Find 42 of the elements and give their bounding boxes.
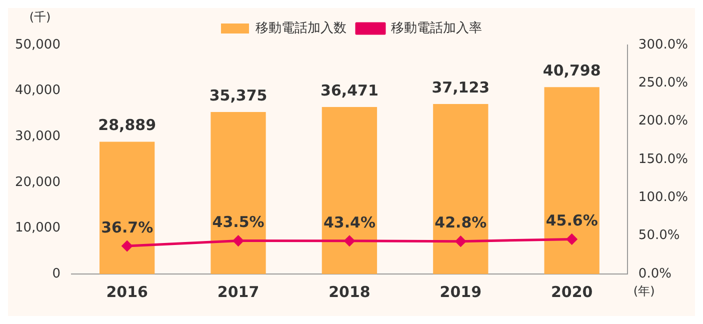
- data-label: 40,798: [542, 62, 601, 80]
- y-axis-title: (千): [29, 10, 51, 24]
- data-label: 36,471: [320, 81, 378, 100]
- x-tick-label: 2018: [328, 282, 370, 301]
- data-label: 45.6%: [546, 212, 598, 230]
- data-label: 43.5%: [212, 213, 264, 232]
- bar: [210, 112, 266, 274]
- y2-tick-label: 50.0%: [638, 228, 680, 244]
- bar: [433, 104, 488, 274]
- bar: [100, 142, 155, 274]
- y-tick-label: 10,000: [14, 220, 60, 236]
- data-label: 42.8%: [434, 214, 487, 232]
- data-label: 28,889: [98, 116, 156, 134]
- x-tick-label: 2016: [106, 282, 148, 301]
- x-axis-title: (年): [633, 284, 655, 298]
- point: [233, 236, 244, 246]
- y2-tick-label: 300.0%: [638, 37, 688, 52]
- point: [455, 236, 466, 247]
- y2-tick-label: 150.0%: [638, 152, 688, 167]
- data-label: 35,375: [209, 86, 268, 104]
- data-label: 43.4%: [323, 213, 376, 232]
- y-tick-label: 40,000: [14, 83, 60, 98]
- data-label: 36.7%: [101, 218, 154, 236]
- point: [566, 234, 578, 244]
- y-tick-label: 30,000: [14, 128, 60, 144]
- x-tick-label: 2019: [440, 282, 482, 301]
- bar: [544, 87, 600, 274]
- y2-tick-label: 200.0%: [638, 114, 688, 129]
- y2-tick-label: 100.0%: [638, 190, 688, 206]
- bar: [322, 106, 378, 274]
- y-tick-label: 50,000: [14, 37, 60, 52]
- y-tick-label: 20,000: [14, 174, 60, 190]
- data-label: 37,123: [432, 78, 490, 96]
- x-tick-label: 2020: [550, 282, 593, 301]
- point: [344, 236, 355, 246]
- point: [122, 240, 132, 252]
- y2-tick-label: 0.0%: [638, 266, 672, 282]
- legend-label: 移動電話加入率: [391, 20, 482, 36]
- legend-label: 移動電話加入数: [256, 20, 346, 36]
- x-tick-label: 2017: [217, 282, 260, 301]
- y2-tick-label: 250.0%: [638, 76, 688, 91]
- y-tick-label: 0: [52, 266, 60, 282]
